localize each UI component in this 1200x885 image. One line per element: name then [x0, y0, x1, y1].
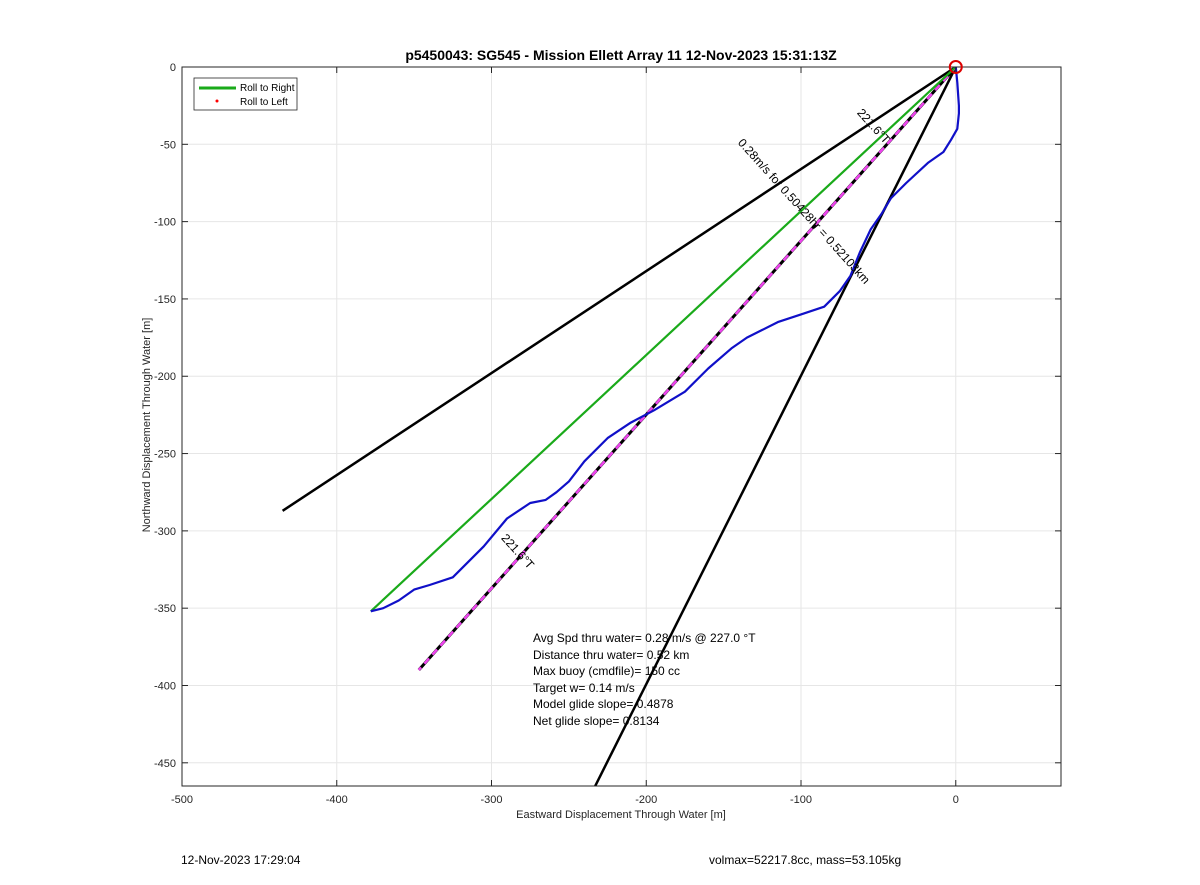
footer-timestamp: 12-Nov-2023 17:29:04: [181, 853, 301, 867]
stat-model-glide-slope: Model glide slope= 0.4878: [533, 697, 674, 711]
y-tick-label: -300: [154, 526, 176, 538]
series-roll-to-right: [370, 67, 957, 613]
legend-swatch-roll-left: [215, 99, 219, 103]
y-tick-label: -150: [154, 294, 176, 306]
y-tick-label: -350: [154, 603, 176, 615]
x-tick-label: -500: [171, 794, 193, 806]
y-tick-label: -100: [154, 217, 176, 229]
series-heading-line-dash: [417, 67, 957, 671]
y-tick-label: -450: [154, 758, 176, 770]
legend: Roll to Right Roll to Left: [193, 77, 298, 111]
x-tick-label: -400: [326, 794, 348, 806]
x-tick-label: -300: [480, 794, 502, 806]
plot-border: [181, 66, 1062, 787]
plot-area: -500 -400 -300 -200 -100 0 0 -50 -100 -150 -200 -2…: [154, 60, 1062, 806]
legend-label-roll-left: Roll to Left: [240, 97, 288, 108]
footer-mass-info: volmax=52217.8cc, mass=53.105kg: [709, 853, 902, 867]
stat-avg-speed: Avg Spd thru water= 0.28 m/s @ 227.0 °T: [533, 631, 756, 645]
stat-target-w: Target w= 0.14 m/s: [533, 681, 635, 695]
y-tick-label: -200: [154, 371, 176, 383]
series-envelope-line-upper: [281, 67, 957, 512]
y-axis-ticks: 0 -50 -100 -150 -200 -250 -300 -350 -400 -450: [154, 62, 1061, 770]
x-tick-label: -100: [790, 794, 812, 806]
chart-title: p5450043: SG545 - Mission Ellett Array 1…: [405, 47, 837, 63]
series-envelope-line-lower: [594, 67, 957, 786]
series-glider-track: [370, 67, 961, 613]
x-tick-label: 0: [953, 794, 959, 806]
series-layer: [281, 67, 961, 786]
y-tick-label: -50: [160, 139, 176, 151]
y-tick-label: 0: [170, 62, 176, 74]
stat-distance: Distance thru water= 0.52 km: [533, 648, 689, 662]
y-axis-label: Northward Displacement Through Water [m]: [141, 318, 153, 533]
origin-marker: [948, 60, 963, 74]
stats-text-block: Avg Spd thru water= 0.28 m/s @ 227.0 °T …: [533, 631, 756, 728]
plot-background: [182, 67, 1061, 786]
stat-max-buoy: Max buoy (cmdfile)= 150 cc: [533, 664, 680, 678]
legend-label-roll-right: Roll to Right: [240, 83, 295, 94]
x-axis-ticks: -500 -400 -300 -200 -100 0: [171, 67, 959, 806]
y-tick-label: -400: [154, 680, 176, 692]
legend-box: [193, 77, 298, 111]
y-tick-label: -250: [154, 449, 176, 461]
stat-net-glide-slope: Net glide slope= 0.8134: [533, 714, 660, 728]
x-axis-label: Eastward Displacement Through Water [m]: [516, 809, 726, 821]
x-tick-label: -200: [635, 794, 657, 806]
